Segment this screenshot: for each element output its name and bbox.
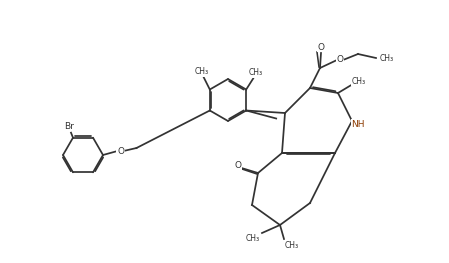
Text: O: O xyxy=(234,160,242,169)
Text: CH₃: CH₃ xyxy=(249,68,263,77)
Text: O: O xyxy=(317,43,325,52)
Text: CH₃: CH₃ xyxy=(195,67,209,76)
Text: O: O xyxy=(336,54,343,63)
Text: Br: Br xyxy=(64,122,74,131)
Text: CH₃: CH₃ xyxy=(285,241,299,250)
Text: NH: NH xyxy=(351,119,365,129)
Text: CH₃: CH₃ xyxy=(380,53,394,63)
Text: O: O xyxy=(117,146,124,155)
Text: CH₃: CH₃ xyxy=(352,77,366,85)
Text: CH₃: CH₃ xyxy=(246,235,260,244)
